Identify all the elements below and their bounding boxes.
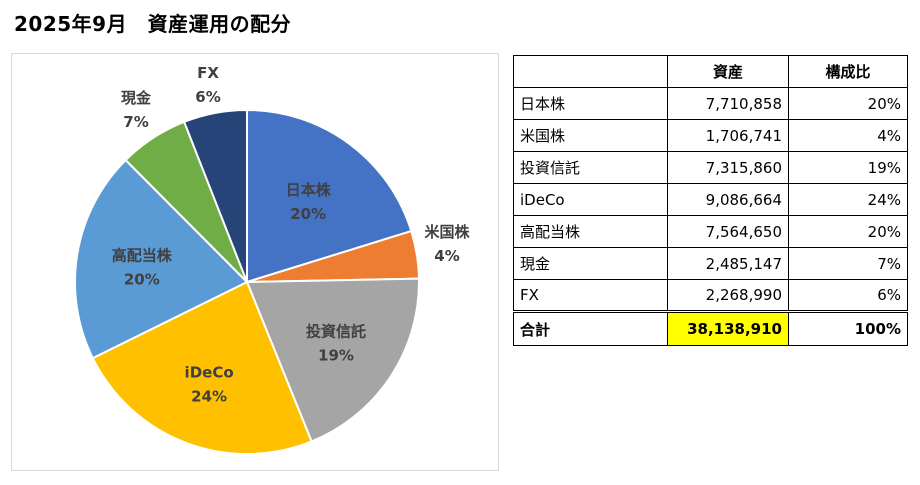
row-pct: 7% (788, 247, 908, 280)
asset-table: 資産 構成比 日本株 7,710,858 20% 米国株 1,706,741 4… (513, 55, 908, 346)
row-value: 9,086,664 (667, 183, 789, 216)
table-row: iDeCo 9,086,664 24% (513, 183, 908, 216)
pie-slice-5 (74, 158, 249, 360)
slice-pct-label: 20% (290, 205, 326, 223)
slice-name-label: 日本株 (286, 181, 332, 199)
total-pct: 100% (788, 310, 908, 346)
slice-pct-label: 19% (318, 347, 354, 365)
table-row: 日本株 7,710,858 20% (513, 87, 908, 120)
slice-name-label: FX (197, 64, 219, 82)
pie-chart-area: 日本株 20% 米国株 4% 投資信託 19% iDeCo 24% 高配当株 20% 現金 7% FX 6… (11, 53, 499, 471)
slice-pct-label: 4% (434, 247, 459, 265)
table-row: 高配当株 7,564,650 20% (513, 215, 908, 248)
row-value: 7,710,858 (667, 87, 789, 120)
slice-pct-label: 24% (191, 388, 227, 406)
row-value: 7,564,650 (667, 215, 789, 248)
row-name: 日本株 (513, 87, 668, 120)
row-value: 2,485,147 (667, 247, 789, 280)
row-name: 高配当株 (513, 215, 668, 248)
row-value: 2,268,990 (667, 279, 789, 312)
row-pct: 24% (788, 183, 908, 216)
row-name: FX (513, 279, 668, 312)
table-total-row: 合計 38,138,910 100% (513, 310, 908, 346)
table-row: 現金 2,485,147 7% (513, 247, 908, 280)
row-value: 7,315,860 (667, 151, 789, 184)
pie-slice-7 (182, 108, 248, 283)
slice-name-label: 米国株 (424, 223, 470, 241)
row-pct: 19% (788, 151, 908, 184)
slice-name-label: 高配当株 (112, 247, 173, 265)
row-name: 投資信託 (513, 151, 668, 184)
header-name (513, 55, 668, 88)
row-pct: 20% (788, 215, 908, 248)
pie-slice-4 (91, 280, 313, 455)
row-pct: 20% (788, 87, 908, 120)
row-value: 1,706,741 (667, 119, 789, 152)
table-row: 投資信託 7,315,860 19% (513, 151, 908, 184)
slice-pct-label: 6% (195, 88, 220, 106)
slice-pct-label: 20% (124, 271, 160, 289)
row-pct: 4% (788, 119, 908, 152)
row-name: 米国株 (513, 119, 668, 152)
pie-chart: 日本株 20% 米国株 4% 投資信託 19% iDeCo 24% 高配当株 20% 現金 7% FX 6… (74, 64, 470, 455)
row-name: 現金 (513, 247, 668, 280)
slice-name-label: 現金 (121, 89, 152, 107)
slice-name-label: 投資信託 (306, 323, 366, 341)
slice-name-label: iDeCo (185, 364, 234, 382)
table-header-row: 資産 構成比 (513, 55, 908, 88)
row-name: iDeCo (513, 183, 668, 216)
pie-slice-3 (245, 277, 420, 443)
page-title: 2025年9月 資産運用の配分 (14, 12, 292, 36)
header-asset: 資産 (667, 55, 789, 88)
slice-pct-label: 7% (123, 113, 148, 131)
table-row: FX 2,268,990 6% (513, 279, 908, 312)
pie-slice-1 (246, 108, 413, 284)
table-row: 米国株 1,706,741 4% (513, 119, 908, 152)
header-ratio: 構成比 (788, 55, 908, 88)
total-name: 合計 (513, 310, 668, 346)
total-value: 38,138,910 (667, 310, 789, 346)
row-pct: 6% (788, 279, 908, 312)
